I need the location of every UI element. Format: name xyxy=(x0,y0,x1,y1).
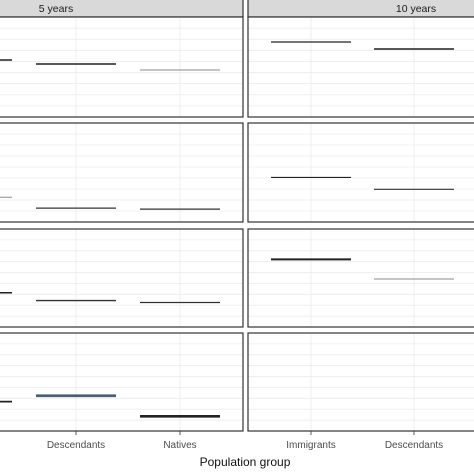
panel-background xyxy=(0,229,243,327)
x-tick-label: Immigrants xyxy=(286,440,335,451)
facet-strip xyxy=(0,0,244,18)
panel-border xyxy=(0,122,244,223)
x-tick-label: Natives xyxy=(163,440,196,451)
panel-background xyxy=(248,123,474,222)
x-tick-label: Descendants xyxy=(385,440,443,451)
panel-border xyxy=(247,122,474,223)
facet-panel xyxy=(0,122,244,223)
facet-strip xyxy=(247,0,474,18)
panel-background xyxy=(248,333,474,431)
panel-background xyxy=(0,17,243,117)
facet-panel xyxy=(247,228,474,328)
facet-panel xyxy=(247,16,474,118)
facet-strip-label: 10 years xyxy=(396,3,436,15)
facet-panel xyxy=(0,16,244,118)
facet-panel xyxy=(0,228,244,328)
panel-border xyxy=(0,332,244,432)
panel-border xyxy=(247,332,474,432)
panel-border xyxy=(247,228,474,328)
panel-border xyxy=(0,228,244,328)
panel-border xyxy=(247,16,474,118)
panel-background xyxy=(248,229,474,327)
x-axis-title: Population group xyxy=(200,455,291,469)
panel-background xyxy=(0,123,243,222)
panel-border xyxy=(0,16,244,118)
panel-background xyxy=(248,17,474,117)
facet-panel xyxy=(0,332,244,432)
x-tick-label: Descendants xyxy=(47,440,105,451)
panel-background xyxy=(0,333,243,431)
facet-panel xyxy=(247,122,474,223)
facet-strip-label: 5 years xyxy=(39,3,73,15)
facet-panel xyxy=(247,332,474,432)
